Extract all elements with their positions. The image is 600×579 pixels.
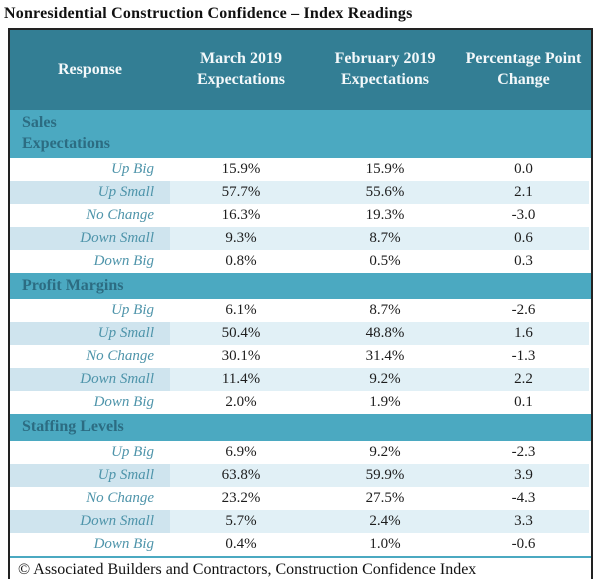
row-label: Down Small bbox=[10, 226, 170, 250]
cell-march: 0.4% bbox=[225, 536, 257, 553]
confidence-table: Response March 2019 Expectations Februar… bbox=[8, 28, 593, 579]
table-row: Down Big 0.4% 1.0% -0.6 bbox=[10, 533, 591, 556]
table-row: Down Small 9.3% 8.7% 0.6 bbox=[10, 226, 591, 250]
table-row: Up Small 50.4% 48.8% 1.6 bbox=[10, 322, 591, 346]
cell-march: 50.4% bbox=[170, 322, 312, 346]
section-header-sales-expectations: Sales Expectations bbox=[10, 110, 591, 158]
row-label: Up Big bbox=[111, 444, 154, 461]
row-label: Down Small bbox=[10, 368, 170, 392]
cell-february: 55.6% bbox=[312, 180, 458, 204]
row-label: Down Big bbox=[93, 252, 154, 269]
table-row: No Change 16.3% 19.3% -3.0 bbox=[10, 204, 591, 227]
row-label: Up Small bbox=[10, 464, 170, 488]
table-footer: © Associated Builders and Contractors, C… bbox=[10, 556, 591, 579]
cell-february: 8.7% bbox=[312, 226, 458, 250]
column-header-change: Percentage Point Change bbox=[465, 50, 582, 88]
section-label: Profit Margins bbox=[22, 276, 124, 294]
cell-february: 48.8% bbox=[312, 322, 458, 346]
cell-march: 15.9% bbox=[221, 160, 261, 177]
cell-february: 9.2% bbox=[369, 444, 401, 461]
cell-change: -1.3 bbox=[511, 348, 536, 365]
cell-march: 16.3% bbox=[221, 206, 261, 223]
cell-march: 5.7% bbox=[170, 510, 312, 534]
cell-change: 0.3 bbox=[514, 252, 533, 269]
cell-february: 59.9% bbox=[312, 464, 458, 488]
cell-change: 0.0 bbox=[514, 160, 533, 177]
table-row: Down Big 2.0% 1.9% 0.1 bbox=[10, 391, 591, 414]
cell-change: 3.9 bbox=[458, 464, 589, 488]
cell-february: 1.9% bbox=[369, 394, 401, 411]
cell-march: 6.9% bbox=[225, 444, 257, 461]
column-header-response: Response bbox=[57, 60, 122, 78]
section-label: Sales Expectations bbox=[22, 114, 110, 152]
table-row: Down Big 0.8% 0.5% 0.3 bbox=[10, 250, 591, 273]
cell-march: 0.8% bbox=[225, 252, 257, 269]
cell-february: 27.5% bbox=[365, 490, 405, 507]
row-label: Down Big bbox=[93, 536, 154, 553]
section-header-profit-margins: Profit Margins bbox=[10, 272, 591, 300]
cell-change: 0.6 bbox=[458, 226, 589, 250]
table-row: Up Small 63.8% 59.9% 3.9 bbox=[10, 464, 591, 488]
cell-march: 63.8% bbox=[170, 464, 312, 488]
row-label: Up Small bbox=[10, 322, 170, 346]
table-row: Up Small 57.7% 55.6% 2.1 bbox=[10, 180, 591, 204]
row-label: Down Small bbox=[10, 510, 170, 534]
cell-march: 6.1% bbox=[225, 302, 257, 319]
cell-change: -0.6 bbox=[511, 536, 536, 553]
cell-march: 9.3% bbox=[170, 226, 312, 250]
table-row: No Change 30.1% 31.4% -1.3 bbox=[10, 345, 591, 368]
section-label: Staffing Levels bbox=[22, 418, 124, 436]
cell-february: 15.9% bbox=[365, 160, 405, 177]
column-header-march: March 2019 Expectations bbox=[197, 50, 285, 88]
page-title: Nonresidential Construction Confidence –… bbox=[4, 5, 413, 22]
cell-february: 0.5% bbox=[369, 252, 401, 269]
row-label: Up Small bbox=[10, 180, 170, 204]
row-label: No Change bbox=[86, 206, 154, 223]
cell-change: 3.3 bbox=[458, 510, 589, 534]
table-row: Up Big 15.9% 15.9% 0.0 bbox=[10, 158, 591, 181]
cell-february: 9.2% bbox=[312, 368, 458, 392]
table-row: Up Big 6.1% 8.7% -2.6 bbox=[10, 299, 591, 322]
cell-change: 0.1 bbox=[514, 394, 533, 411]
cell-change: 2.1 bbox=[458, 180, 589, 204]
row-label: Up Big bbox=[111, 160, 154, 177]
row-label: Up Big bbox=[111, 302, 154, 319]
column-header-february: February 2019 Expectations bbox=[334, 50, 436, 88]
cell-change: -2.6 bbox=[511, 302, 536, 319]
row-label: No Change bbox=[86, 490, 154, 507]
row-label: Down Big bbox=[93, 394, 154, 411]
cell-change: -4.3 bbox=[511, 490, 536, 507]
table-row: Down Small 11.4% 9.2% 2.2 bbox=[10, 368, 591, 392]
cell-march: 2.0% bbox=[225, 394, 257, 411]
cell-february: 19.3% bbox=[365, 206, 405, 223]
cell-february: 2.4% bbox=[312, 510, 458, 534]
cell-february: 8.7% bbox=[369, 302, 401, 319]
cell-march: 11.4% bbox=[170, 368, 312, 392]
cell-change: -3.0 bbox=[511, 206, 536, 223]
table-row: Up Big 6.9% 9.2% -2.3 bbox=[10, 441, 591, 464]
cell-change: -2.3 bbox=[511, 444, 536, 461]
cell-change: 1.6 bbox=[458, 322, 589, 346]
cell-february: 31.4% bbox=[365, 348, 405, 365]
cell-march: 57.7% bbox=[170, 180, 312, 204]
row-label: No Change bbox=[86, 348, 154, 365]
table-row: Down Small 5.7% 2.4% 3.3 bbox=[10, 510, 591, 534]
cell-change: 2.2 bbox=[458, 368, 589, 392]
cell-february: 1.0% bbox=[369, 536, 401, 553]
cell-march: 23.2% bbox=[221, 490, 261, 507]
table-row: No Change 23.2% 27.5% -4.3 bbox=[10, 487, 591, 510]
section-header-staffing-levels: Staffing Levels bbox=[10, 414, 591, 442]
table-header-row: Response March 2019 Expectations Februar… bbox=[10, 30, 591, 110]
cell-march: 30.1% bbox=[221, 348, 261, 365]
